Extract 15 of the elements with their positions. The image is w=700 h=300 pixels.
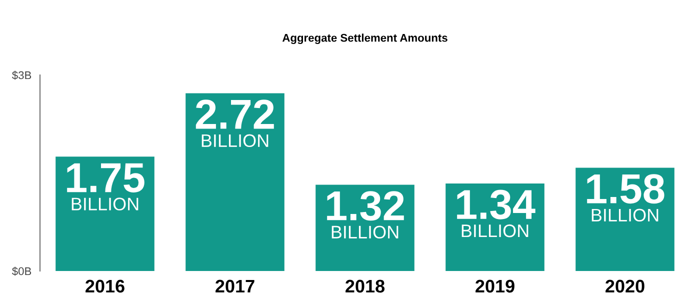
x-tick-label: 2016	[86, 280, 124, 293]
x-tick-label: 2017	[216, 280, 254, 293]
x-tick-label: 2020	[606, 280, 644, 293]
y-tick-label: $0B	[12, 266, 32, 276]
chart-title: Aggregate Settlement Amounts	[282, 34, 448, 44]
data-label: 1.75 BILLION	[67, 163, 144, 210]
y-tick-label: $3B	[12, 70, 32, 80]
data-label: 2.72 BILLION	[196, 100, 274, 148]
data-label: 1.32 BILLION	[327, 191, 404, 239]
bar	[56, 156, 154, 271]
x-tick-label: 2019	[476, 280, 514, 293]
x-tick-label: 2018	[346, 280, 385, 293]
data-label: 1.58 BILLION	[587, 174, 664, 222]
bar	[186, 93, 284, 271]
data-label: 1.34 BILLION	[457, 190, 536, 238]
